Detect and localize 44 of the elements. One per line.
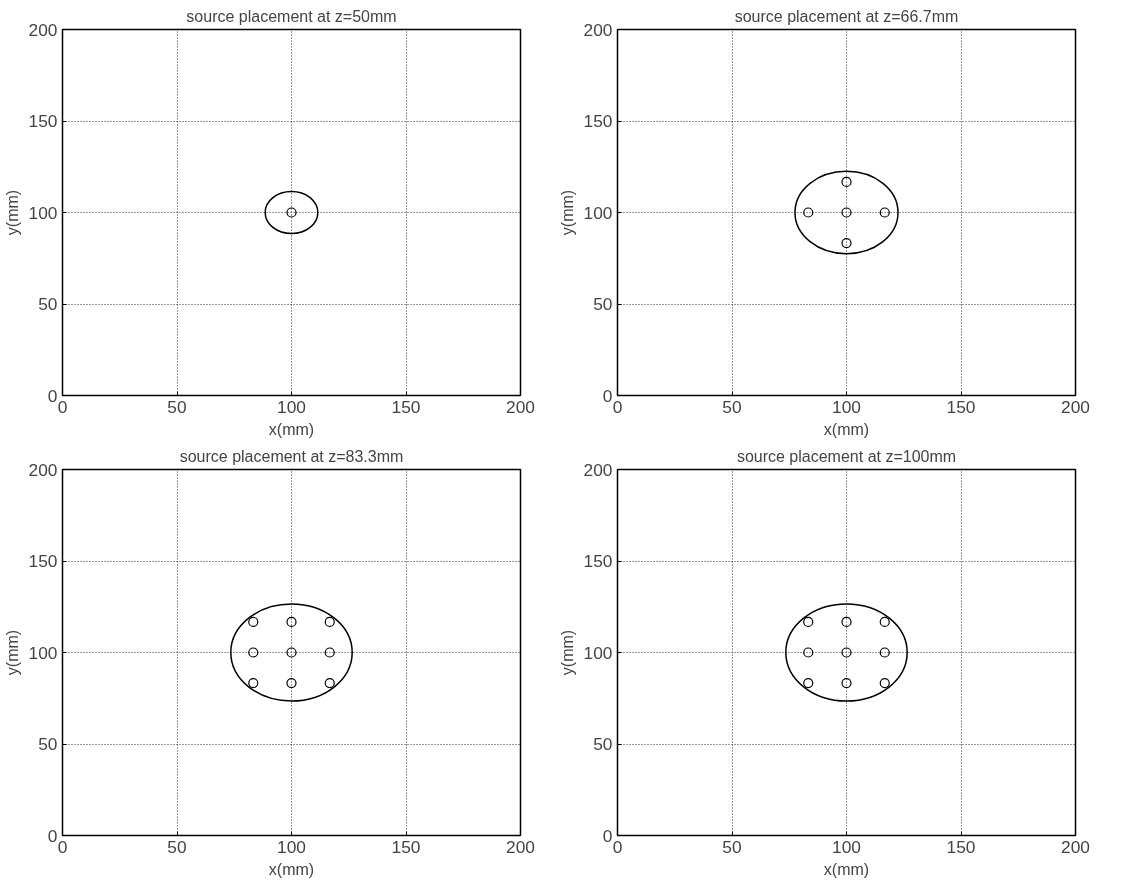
chart-title: source placement at z=100mm — [736, 447, 957, 465]
x-tick-label: 150 — [391, 836, 421, 857]
x-tick-label: 100 — [832, 836, 861, 857]
y-tick-label: 150 — [583, 111, 613, 131]
x-tick-label: 200 — [506, 836, 535, 857]
y-tick-label: 100 — [583, 642, 613, 663]
y-axis-title: y(mm) — [558, 189, 576, 236]
x-axis-title: x(mm) — [823, 420, 870, 438]
x-tick-label: 200 — [506, 396, 535, 417]
y-axis-title: y(mm) — [3, 629, 21, 676]
x-tick-label: 150 — [391, 396, 421, 417]
x-tick-label: 50 — [722, 396, 742, 417]
x-axis-title: x(mm) — [268, 420, 315, 438]
chart-title: source placement at z=50mm — [186, 7, 397, 25]
y-tick-label: 200 — [28, 459, 58, 480]
y-axis-title: y(mm) — [3, 189, 21, 236]
y-tick-label: 50 — [593, 294, 613, 314]
y-tick-label: 150 — [28, 111, 58, 131]
y-tick-label: 100 — [28, 642, 58, 663]
x-tick-label: 50 — [167, 396, 187, 417]
y-tick-label: 200 — [583, 19, 613, 40]
y-axis-title: y(mm) — [558, 629, 576, 676]
x-tick-label: 150 — [946, 396, 976, 417]
y-tick-label: 100 — [583, 202, 613, 223]
y-tick-label: 200 — [28, 19, 58, 40]
x-tick-label: 200 — [1061, 396, 1090, 417]
x-tick-label: 50 — [722, 836, 742, 857]
x-tick-label: 100 — [277, 396, 306, 417]
x-tick-label: 200 — [1061, 836, 1090, 857]
y-tick-label: 150 — [28, 551, 58, 571]
x-tick-label: 150 — [946, 836, 976, 857]
x-tick-label: 100 — [832, 396, 861, 417]
x-tick-label: 50 — [167, 836, 187, 857]
y-tick-label: 50 — [593, 734, 613, 754]
x-axis-title: x(mm) — [268, 860, 315, 878]
y-tick-label: 100 — [28, 202, 58, 223]
x-tick-label: 100 — [277, 836, 306, 857]
x-axis-title: x(mm) — [823, 860, 870, 878]
chart-title: source placement at z=66.7mm — [734, 7, 959, 25]
y-tick-label: 150 — [583, 551, 613, 571]
y-tick-label: 50 — [38, 294, 58, 314]
y-tick-label: 50 — [38, 734, 58, 754]
y-tick-label: 200 — [583, 459, 613, 480]
chart-title: source placement at z=83.3mm — [179, 447, 404, 465]
